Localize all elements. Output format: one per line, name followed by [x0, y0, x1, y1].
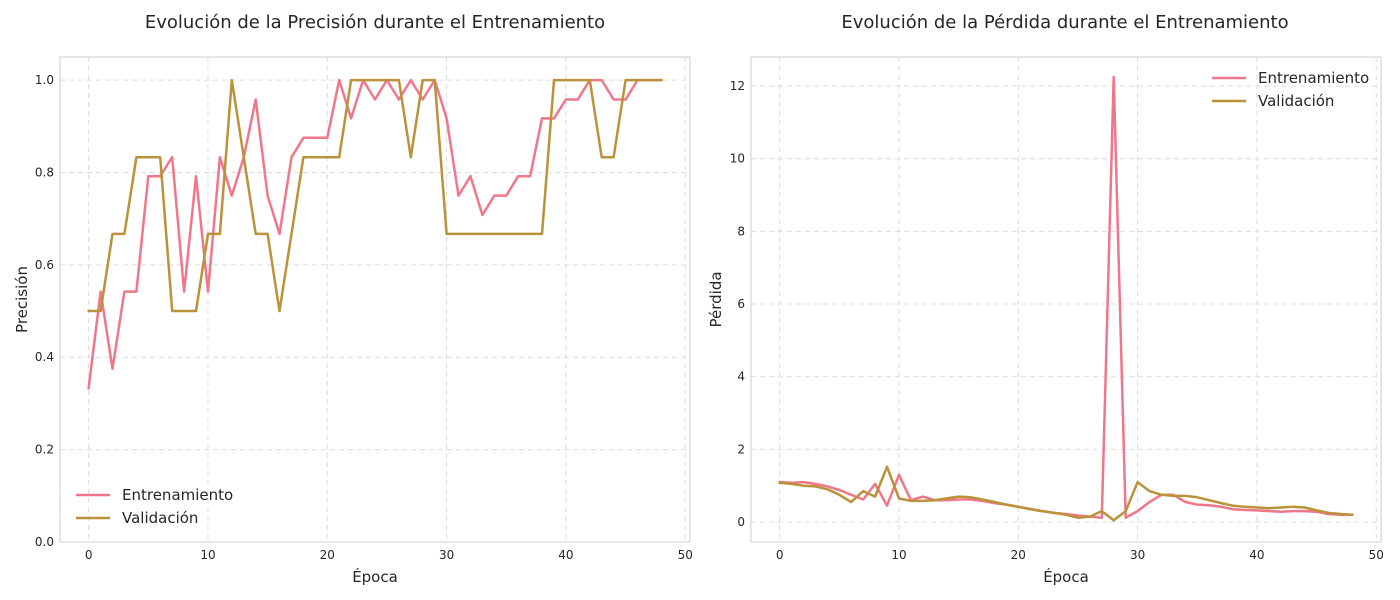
y-tick-label: 0.2 [35, 443, 54, 457]
y-tick-label: 0 [737, 515, 745, 529]
series-line-validacion [778, 465, 1354, 522]
grid [751, 57, 1381, 542]
x-tick-label: 0 [776, 548, 784, 562]
legend: Entrenamiento Validación [1212, 69, 1369, 110]
legend-label-validacion: Validación [122, 509, 198, 527]
x-axis-label: Época [1043, 567, 1089, 586]
chart-title: Evolución de la Precisión durante el Ent… [145, 12, 605, 33]
y-ticks: 0 2 4 6 8 10 12 [730, 79, 745, 529]
x-tick-label: 10 [891, 548, 906, 562]
x-tick-label: 20 [320, 548, 335, 562]
y-ticks: 0.0 0.2 0.4 0.6 0.8 1.0 [35, 73, 54, 549]
y-tick-label: 0.6 [35, 258, 54, 272]
y-tick-label: 0.8 [35, 165, 54, 179]
legend-label-entrenamiento: Entrenamiento [122, 486, 233, 504]
y-tick-label: 1.0 [35, 73, 54, 87]
series-line-validacion [87, 78, 663, 313]
series-line-entrenamiento [778, 75, 1354, 519]
y-tick-label: 6 [737, 297, 745, 311]
chart-title: Evolución de la Pérdida durante el Entre… [841, 12, 1288, 33]
y-axis-label: Pérdida [707, 271, 725, 327]
x-tick-label: 0 [85, 548, 93, 562]
plot-frame [750, 56, 1382, 543]
x-tick-label: 40 [558, 548, 573, 562]
loss-chart: Evolución de la Pérdida durante el Entre… [707, 12, 1384, 586]
series-lines [778, 75, 1354, 522]
y-tick-label: 0.0 [35, 535, 54, 549]
x-tick-label: 20 [1011, 548, 1026, 562]
y-tick-label: 10 [730, 152, 745, 166]
y-tick-label: 8 [737, 224, 745, 238]
series-line-entrenamiento [87, 78, 663, 390]
plot-frame [59, 56, 691, 543]
x-axis-label: Época [352, 567, 398, 586]
x-tick-label: 10 [200, 548, 215, 562]
x-tick-label: 50 [1369, 548, 1384, 562]
y-tick-label: 12 [730, 79, 745, 93]
series-lines [87, 78, 663, 390]
legend-label-validacion: Validación [1258, 92, 1334, 110]
legend: Entrenamiento Validación [76, 486, 233, 527]
x-tick-label: 50 [678, 548, 693, 562]
x-ticks: 0 10 20 30 40 50 [85, 548, 693, 562]
x-tick-label: 30 [1130, 548, 1145, 562]
y-tick-label: 2 [737, 442, 745, 456]
x-ticks: 0 10 20 30 40 50 [776, 548, 1384, 562]
grid [60, 57, 690, 543]
y-tick-label: 4 [737, 370, 745, 384]
y-axis-label: Precisión [13, 266, 31, 333]
x-tick-label: 30 [439, 548, 454, 562]
accuracy-chart: Evolución de la Precisión durante el Ent… [13, 12, 693, 586]
y-tick-label: 0.4 [35, 350, 54, 364]
legend-label-entrenamiento: Entrenamiento [1258, 69, 1369, 87]
x-tick-label: 40 [1249, 548, 1264, 562]
